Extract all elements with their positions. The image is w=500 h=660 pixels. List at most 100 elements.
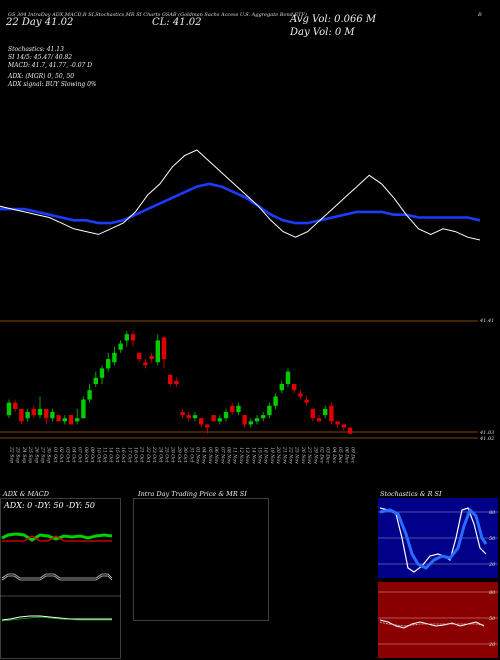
- candlesticks: [6, 331, 353, 434]
- date-tick-label: 10 Oct: [95, 447, 101, 463]
- rsi-tick-80: 80: [489, 590, 496, 596]
- candle: [99, 365, 105, 384]
- candle: [329, 402, 334, 425]
- candle-body: [279, 384, 284, 391]
- date-tick-label: 24 Oct: [157, 446, 163, 463]
- date-tick-label: 11 Oct: [102, 447, 108, 463]
- candle-body: [155, 340, 160, 363]
- date-tick-label: 29 Oct: [176, 446, 182, 463]
- candle-body: [323, 408, 328, 416]
- date-tick-label: 31 Oct: [188, 447, 194, 463]
- date-tick-label: 12 Nov: [238, 447, 244, 464]
- info-stochastics: Stochastics: 41.13: [8, 46, 64, 53]
- candle: [298, 390, 303, 400]
- candle-body: [81, 399, 86, 419]
- candle: [248, 418, 253, 428]
- candle-body: [75, 418, 80, 422]
- candle-body: [62, 418, 67, 422]
- date-tick-label: 19 Nov: [269, 447, 275, 464]
- date-tick-label: 30 Sep: [46, 447, 52, 463]
- candle-body: [19, 408, 24, 422]
- date-tick-label: 13 Nov: [244, 447, 250, 464]
- info-macd: MACD: 41.7, 41.77, -0.07 D: [8, 62, 93, 69]
- rsi-background: [378, 582, 498, 658]
- candle-body: [254, 418, 260, 422]
- date-tick-label: 14 Oct: [108, 447, 114, 463]
- date-tick-label: 18 Nov: [263, 447, 269, 464]
- macd-upper-line: [1, 573, 113, 579]
- price-label-lower2: 41.02: [479, 436, 494, 442]
- candle: [174, 377, 179, 388]
- candle: [310, 408, 315, 422]
- candle-body: [217, 418, 222, 422]
- candle-body: [329, 405, 334, 422]
- candle-body: [205, 424, 210, 428]
- candle-body: [236, 405, 241, 412]
- candle: [316, 415, 322, 422]
- candle: [335, 421, 340, 428]
- candle: [13, 399, 18, 412]
- adx-macd-panel: [0, 498, 121, 659]
- candle: [50, 408, 55, 422]
- candle-body: [273, 396, 278, 406]
- candle-body: [304, 399, 309, 403]
- candle-body: [298, 393, 303, 397]
- candle-body: [37, 408, 43, 416]
- date-tick-label: 02 Oct: [58, 447, 64, 463]
- intraday-panel: [133, 498, 269, 621]
- stoch-tick-20: 20: [488, 562, 496, 568]
- candle: [6, 399, 12, 419]
- date-tick-label: 06 Nov: [213, 447, 219, 464]
- candle: [44, 408, 49, 425]
- stoch-d-line: [379, 507, 488, 570]
- candle-body: [130, 334, 136, 341]
- day-volume-label: Day Vol: 0 M: [290, 27, 355, 38]
- date-tick-label: 23 Sep: [15, 446, 21, 463]
- macd-line: [1, 615, 112, 621]
- candle: [186, 412, 191, 422]
- candle-body: [93, 377, 98, 384]
- date-tick-label: 25 Sep: [27, 446, 33, 463]
- candle: [236, 402, 241, 416]
- date-tick-label: 16 Oct: [120, 447, 126, 463]
- candle-body: [68, 415, 74, 425]
- header-date: 22 Day 41.02: [6, 17, 74, 28]
- macd-signal-line: [1, 575, 113, 581]
- candle: [230, 402, 235, 416]
- info-rsi: SI 14/5: 45.47/ 40.82: [8, 54, 73, 61]
- stoch-tick-50: 50: [489, 536, 496, 542]
- candle: [118, 340, 123, 353]
- candle-body: [267, 405, 272, 416]
- date-tick-label: 21 Oct: [139, 446, 145, 463]
- candle: [168, 374, 173, 388]
- stochastics-rsi-panel: 80 50 20 80 50 20: [378, 498, 498, 658]
- price-label-upper: 41.41: [479, 318, 494, 324]
- candle: [261, 412, 266, 422]
- candle-body: [310, 408, 315, 419]
- candle-body: [6, 402, 12, 416]
- moving-average-line: [0, 182, 481, 225]
- date-tick-label: 03 Dec: [325, 447, 331, 464]
- candle: [155, 334, 160, 366]
- date-tick-label: 05 Dec: [337, 447, 343, 464]
- candle: [323, 405, 328, 419]
- chart-header: GS 304 IntraDay ADX,MACD,R SI,Stochastic…: [8, 12, 307, 18]
- adx-panel-frame: [0, 498, 121, 659]
- macd-histogram-line: [1, 616, 112, 622]
- candle-body: [161, 337, 167, 360]
- candle-body: [44, 408, 49, 419]
- price-label-lower1: 41.03: [479, 430, 494, 436]
- candle: [87, 384, 92, 403]
- candle-body: [56, 415, 61, 422]
- intraday-panel-title: Intra Day Trading Price & MR SI: [138, 490, 247, 498]
- candle-body: [25, 412, 30, 419]
- candle: [56, 415, 61, 422]
- rsi-tick-50: 50: [489, 616, 496, 622]
- date-tick-label: 04 Oct: [71, 447, 77, 463]
- candle-body: [242, 415, 247, 425]
- candle: [285, 368, 291, 388]
- candle-body: [285, 371, 291, 384]
- candle: [25, 408, 30, 422]
- date-tick-label: 22 Nov: [288, 446, 294, 464]
- date-tick-label: 24 Sep: [21, 446, 27, 463]
